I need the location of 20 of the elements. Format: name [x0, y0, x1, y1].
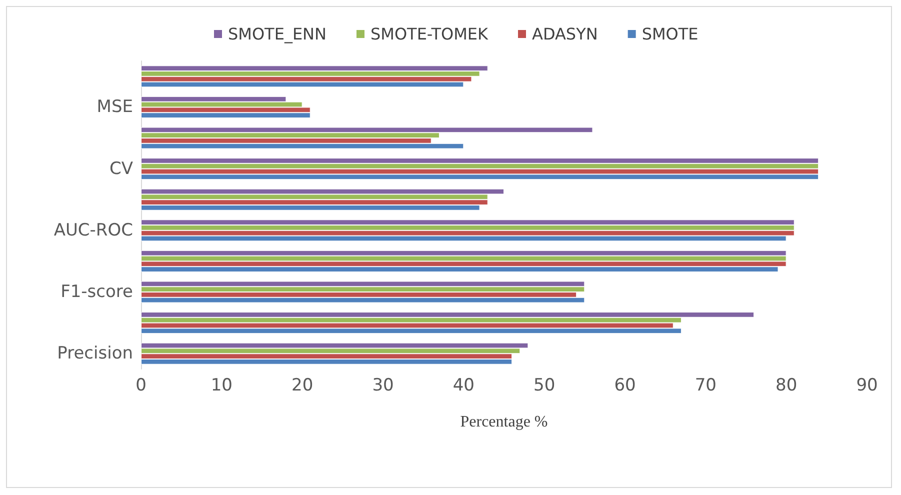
x-tick-label: 50	[534, 376, 556, 396]
legend-label: SMOTE	[642, 24, 698, 44]
legend-label: SMOTE_ENN	[228, 24, 326, 44]
legend-label: SMOTE-TOMEK	[370, 24, 489, 44]
x-tick-label: 40	[452, 376, 474, 396]
y-tick-label: AUC-ROC	[54, 220, 133, 240]
x-tick-label: 90	[856, 376, 878, 396]
y-tick-label: MSE	[96, 97, 133, 118]
x-tick-label: 60	[614, 376, 636, 396]
x-tick-label: 80	[776, 376, 798, 396]
x-tick-label: 20	[292, 376, 314, 396]
x-tick-label: 70	[694, 376, 716, 396]
y-tick-label: Precision	[57, 344, 133, 364]
x-axis-title: Percentage %	[460, 414, 548, 430]
x-tick-label: 10	[210, 376, 232, 396]
y-tick-label: CV	[110, 158, 134, 179]
x-tick-label: 0	[136, 376, 146, 396]
legend-label: ADASYN	[532, 24, 598, 44]
y-tick-label: F1-score	[60, 282, 133, 302]
x-tick-label: 30	[372, 376, 394, 396]
